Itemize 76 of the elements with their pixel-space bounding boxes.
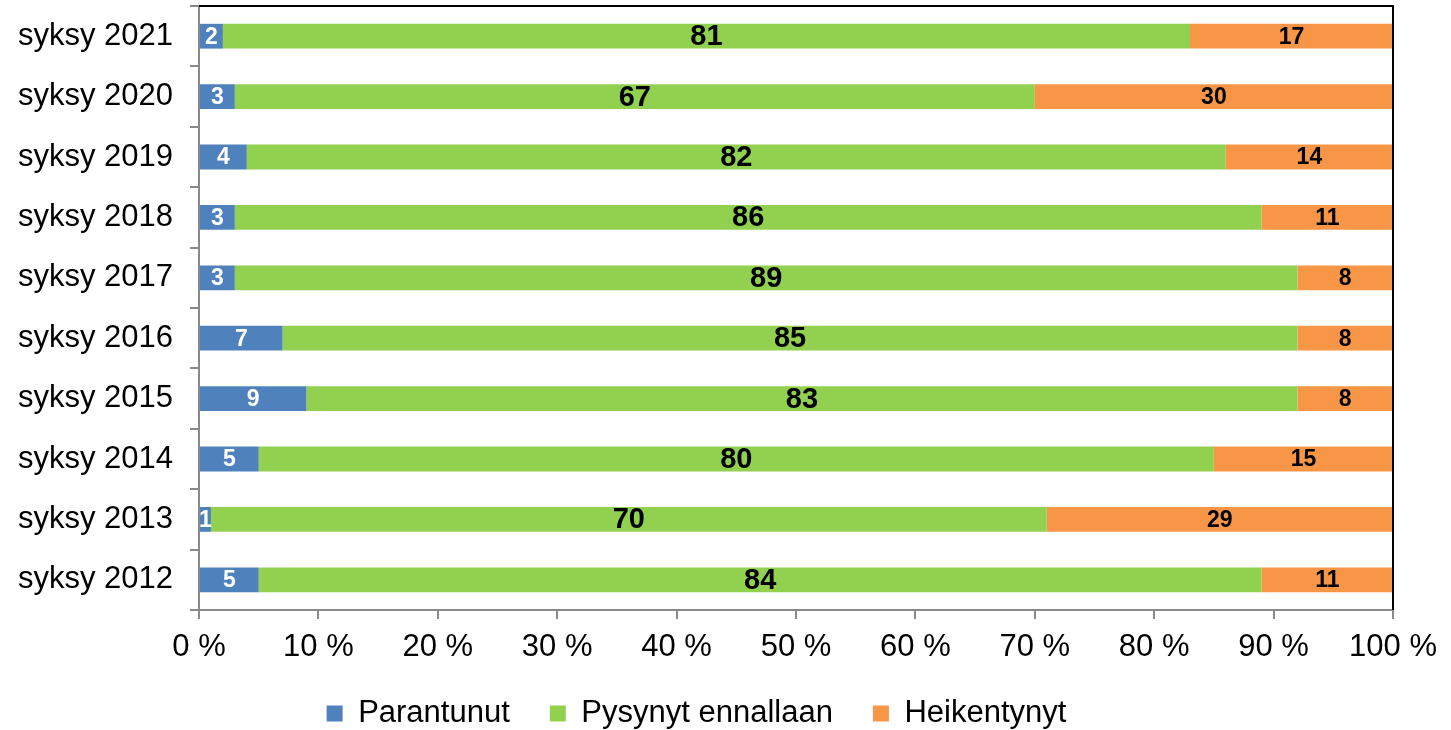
y-tick-label: syksy 2016	[17, 318, 173, 354]
data-label: 9	[246, 384, 260, 411]
x-tick-label: 50 %	[760, 628, 832, 664]
y-tick-label: syksy 2021	[17, 16, 173, 52]
data-label: 84	[744, 562, 777, 595]
data-label: 14	[1296, 143, 1323, 170]
data-label: 7	[234, 324, 248, 351]
y-tick-label: syksy 2013	[17, 499, 173, 535]
bar	[1261, 205, 1393, 230]
bar	[1190, 23, 1393, 49]
y-tick-label: syksy 2017	[17, 258, 173, 294]
bar	[1297, 325, 1393, 351]
x-tick-label: 60 %	[880, 628, 951, 664]
bar	[234, 205, 1262, 230]
data-label: 15	[1290, 445, 1317, 472]
bar	[1034, 84, 1393, 109]
legend-label: Parantunut	[358, 694, 511, 730]
data-label: 82	[720, 140, 753, 172]
x-tick-label: 100 %	[1349, 628, 1437, 664]
x-tick-label: 80 %	[1118, 628, 1190, 664]
bar	[210, 507, 1047, 532]
bar	[282, 325, 1298, 351]
data-label: 8	[1338, 324, 1352, 351]
bar	[246, 144, 1226, 170]
y-tick-label: syksy 2019	[17, 137, 173, 173]
bar	[1225, 144, 1393, 170]
bar	[234, 84, 1035, 109]
data-label: 5	[222, 566, 236, 593]
bar	[1297, 265, 1393, 291]
data-label: 11	[1315, 203, 1340, 230]
bar	[234, 265, 1298, 291]
y-tick-label: syksy 2014	[17, 439, 173, 475]
x-tick-label: 40 %	[641, 628, 712, 664]
data-label: 3	[211, 82, 224, 109]
data-label: 2	[205, 22, 218, 49]
data-label: 8	[1338, 264, 1352, 291]
x-tick-label: 70 %	[999, 628, 1071, 664]
y-tick-label: syksy 2018	[17, 197, 173, 233]
data-label: 3	[211, 264, 224, 291]
data-label: 85	[773, 321, 807, 354]
data-label: 30	[1201, 82, 1227, 109]
x-tick-label: 20 %	[402, 628, 474, 664]
bar	[1213, 446, 1393, 472]
y-tick-label: syksy 2015	[17, 379, 173, 415]
bar	[200, 567, 259, 593]
y-tick-label: syksy 2012	[17, 560, 173, 596]
data-label: 3	[211, 203, 224, 230]
data-label: 5	[222, 445, 236, 472]
data-label: 86	[732, 200, 765, 233]
x-tick-label: 10 %	[283, 628, 354, 664]
bar	[1261, 567, 1393, 593]
x-tick-label: 30 %	[521, 628, 593, 664]
data-label: 70	[612, 502, 645, 535]
data-label: 67	[618, 79, 651, 112]
data-label: 81	[690, 19, 723, 52]
legend-label: Pysynyt ennallaan	[581, 694, 833, 730]
data-label: 11	[1315, 566, 1340, 593]
data-label: 8	[1338, 384, 1352, 411]
x-tick-label: 90 %	[1238, 628, 1309, 664]
bar	[258, 446, 1214, 472]
bar	[1046, 507, 1393, 532]
legend-label: Heikentynyt	[904, 694, 1067, 730]
data-label: 80	[720, 442, 753, 474]
y-tick-label: syksy 2020	[17, 77, 173, 113]
data-label: 4	[216, 143, 230, 170]
bar	[200, 325, 283, 351]
data-label: 83	[785, 381, 819, 414]
data-label: 29	[1207, 505, 1233, 532]
data-label: 17	[1278, 22, 1305, 49]
bar	[200, 386, 307, 411]
bar	[306, 386, 1298, 411]
bar	[222, 23, 1191, 49]
bar	[1297, 386, 1393, 411]
x-tick-label: 0 %	[172, 628, 226, 664]
data-label: 89	[750, 260, 783, 293]
bar	[258, 567, 1262, 593]
